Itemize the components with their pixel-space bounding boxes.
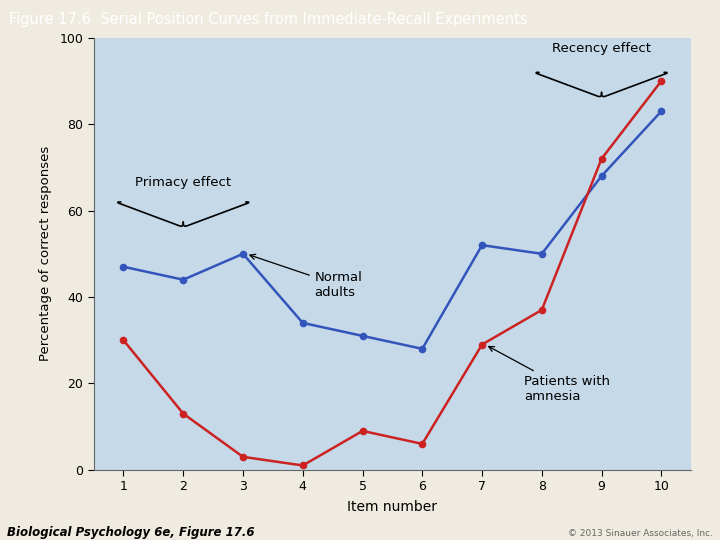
Text: © 2013 Sinauer Associates, Inc.: © 2013 Sinauer Associates, Inc. — [568, 529, 713, 538]
Text: Primacy effect: Primacy effect — [135, 176, 231, 189]
Text: Recency effect: Recency effect — [552, 42, 651, 55]
Text: Figure 17.6  Serial Position Curves from Immediate-Recall Experiments: Figure 17.6 Serial Position Curves from … — [9, 12, 527, 27]
Text: Normal
adults: Normal adults — [250, 254, 363, 299]
Text: Biological Psychology 6e, Figure 17.6: Biological Psychology 6e, Figure 17.6 — [7, 525, 255, 539]
Y-axis label: Percentage of correct responses: Percentage of correct responses — [40, 146, 53, 361]
X-axis label: Item number: Item number — [347, 500, 438, 514]
Text: Patients with
amnesia: Patients with amnesia — [489, 347, 610, 403]
